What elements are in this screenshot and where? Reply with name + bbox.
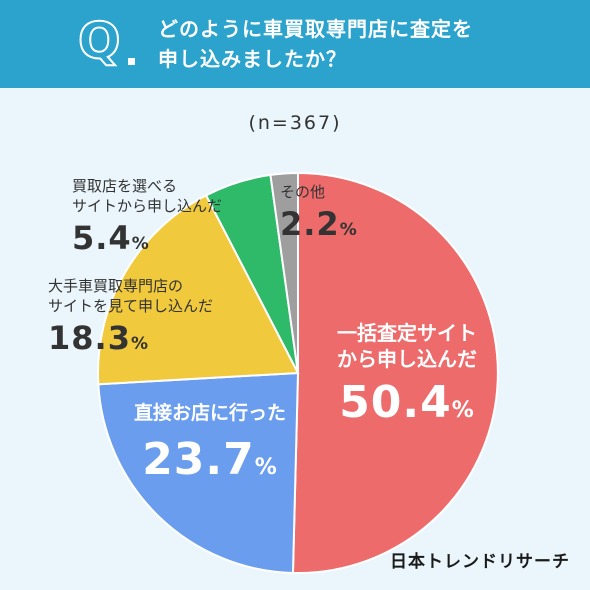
percent-sign: % <box>451 398 475 423</box>
slice-value: 50.4 <box>339 377 452 428</box>
question-line-1: どのように車買取専門店に査定を <box>158 17 473 41</box>
slice-label-online-bulk: 一括査定サイト から申し込んだ 50.4% <box>318 320 496 438</box>
slice-value: 18.3 <box>48 319 131 357</box>
brand-logo: 日本トレンドリサーチ <box>390 552 570 572</box>
slice-label-other: その他 2.2% <box>280 182 358 252</box>
question-header: Q どのように車買取専門店に査定を 申し込みましたか？ <box>0 0 590 88</box>
slice-label-visited-store: 直接お店に行った 23.7% <box>120 400 300 496</box>
slice-name: その他 <box>280 183 326 201</box>
slice-name: サイトを見て申し込んだ <box>48 297 214 315</box>
q-dot-icon <box>128 58 135 65</box>
pie-slice <box>97 371 300 574</box>
slice-name: 直接お店に行った <box>133 402 286 424</box>
percent-sign: % <box>339 220 358 240</box>
q-icon: Q <box>77 12 121 70</box>
percent-sign: % <box>130 334 149 354</box>
slice-value: 23.7 <box>142 434 255 485</box>
slice-name: から申し込んだ <box>337 347 477 371</box>
slice-name: サイトから申し込んだ <box>72 197 223 215</box>
slice-label-major-dealer-site: 大手車買取専門店の サイトを見て申し込んだ 18.3% <box>48 276 213 366</box>
slice-label-choose-dealer-site: 買取店を選べる サイトから申し込んだ 5.4% <box>72 176 222 266</box>
pie-slice <box>97 194 300 386</box>
slice-name: 一括査定サイト <box>337 321 477 345</box>
sample-size: (n=367) <box>248 112 342 134</box>
question-line-2: 申し込みましたか？ <box>158 47 347 71</box>
percent-sign: % <box>254 455 278 480</box>
slice-value: 2.2 <box>280 205 340 243</box>
slice-name: 大手車買取専門店の <box>48 277 184 295</box>
percent-sign: % <box>131 234 150 254</box>
question-text: どのように車買取専門店に査定を 申し込みましたか？ <box>158 14 538 74</box>
slice-value: 5.4 <box>72 219 132 257</box>
pie-slice <box>269 171 299 374</box>
pie-slice <box>291 171 499 574</box>
slice-name: 買取店を選べる <box>72 177 178 195</box>
